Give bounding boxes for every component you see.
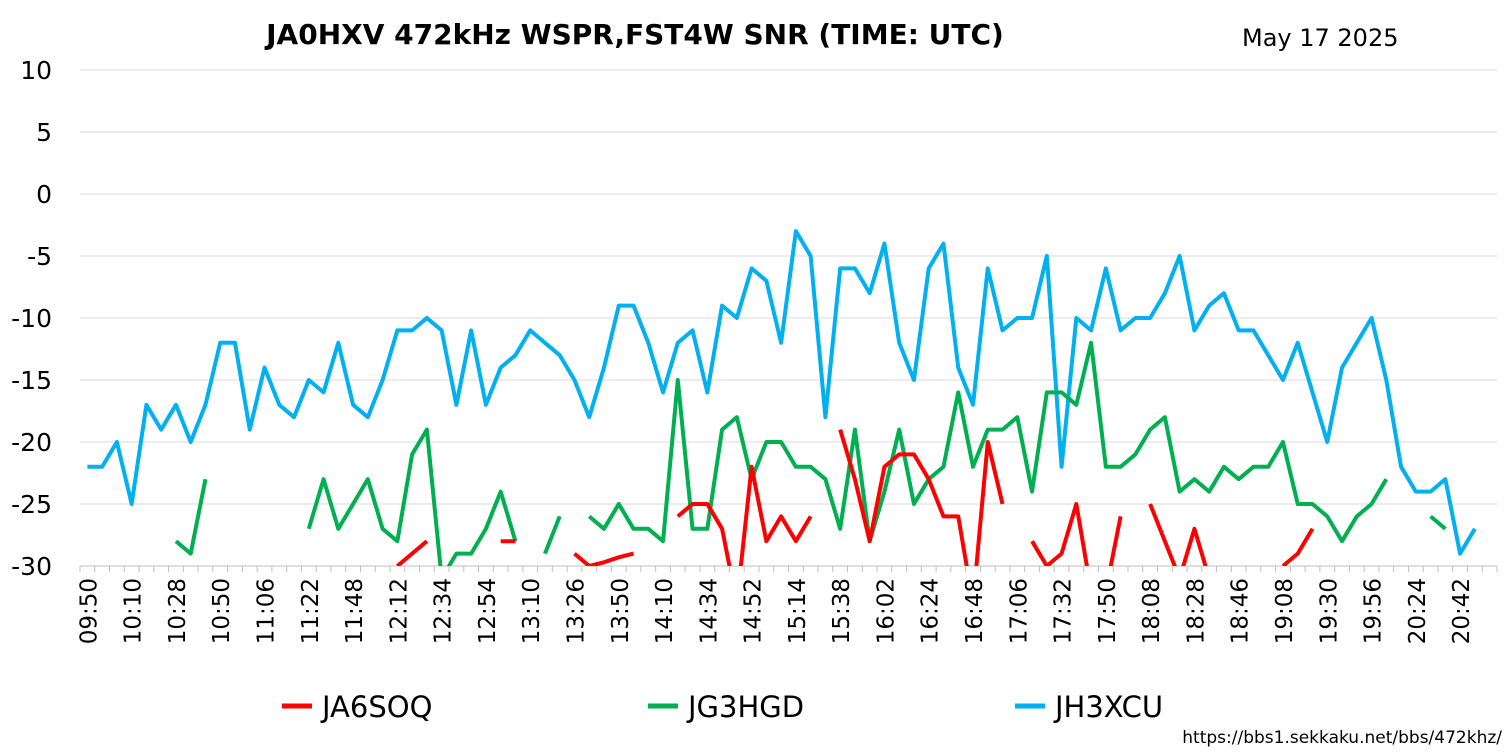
x-tick-label: 20:24 xyxy=(1405,578,1431,644)
x-tick-label: 16:24 xyxy=(918,578,944,644)
y-tick-label: -10 xyxy=(11,304,52,333)
source-url[interactable]: https://bbs1.sekkaku.net/bbs/472khz/ xyxy=(1182,728,1502,748)
x-tick-label: 17:32 xyxy=(1051,578,1077,644)
y-tick-label: -30 xyxy=(11,552,52,581)
x-tick-label: 11:06 xyxy=(254,578,280,644)
x-tick-label: 19:56 xyxy=(1361,578,1387,644)
x-tick-label: 14:34 xyxy=(696,578,722,644)
chart-date: May 17 2025 xyxy=(1242,24,1399,52)
y-tick-label: -15 xyxy=(11,366,52,395)
y-tick-label: 0 xyxy=(36,180,52,209)
x-tick-label: 12:12 xyxy=(386,578,412,644)
series-line-jg3hgd xyxy=(174,340,1447,566)
x-tick-label: 10:28 xyxy=(165,578,191,644)
x-tick-label: 12:54 xyxy=(475,578,501,644)
x-tick-label: 20:42 xyxy=(1449,578,1475,644)
x-tick-label: 13:10 xyxy=(519,578,545,644)
x-tick-label: 15:38 xyxy=(829,578,855,644)
x-tick-label: 13:50 xyxy=(608,578,634,644)
series-group xyxy=(87,229,1477,566)
x-tick-label: 15:14 xyxy=(785,578,811,644)
legend-label-jh3xcu: JH3XCU xyxy=(1053,690,1163,724)
y-tick-label: -25 xyxy=(11,490,52,519)
legend-label-jg3hgd: JG3HGD xyxy=(686,690,804,724)
x-tick-label: 18:46 xyxy=(1228,578,1254,644)
x-tick-label: 11:48 xyxy=(342,578,368,644)
x-tick-label: 12:34 xyxy=(431,578,457,644)
x-tick-label: 17:50 xyxy=(1095,578,1121,644)
x-tick-label: 17:06 xyxy=(1006,578,1032,644)
legend-label-ja6soq: JA6SOQ xyxy=(320,690,432,724)
x-tick-label: 19:30 xyxy=(1316,578,1342,644)
series-line-jh3xcu xyxy=(87,229,1477,556)
x-tick-label: 16:48 xyxy=(962,578,988,644)
x-tick-label: 18:28 xyxy=(1183,578,1209,644)
x-tick-label: 10:10 xyxy=(121,578,147,644)
x-tick-label: 09:50 xyxy=(76,578,102,644)
y-tick-label: 10 xyxy=(20,56,52,85)
y-tick-label: 5 xyxy=(36,118,52,147)
x-tick-label: 19:08 xyxy=(1272,578,1298,644)
x-tick-label: 14:10 xyxy=(652,578,678,644)
x-tick-label: 16:02 xyxy=(873,578,899,644)
y-tick-label: -20 xyxy=(11,428,52,457)
chart-title: JA0HXV 472kHz WSPR,FST4W SNR (TIME: UTC) xyxy=(266,18,1004,51)
y-tick-label: -5 xyxy=(27,242,52,271)
x-tick-label: 18:08 xyxy=(1139,578,1165,644)
x-tick-label: 10:50 xyxy=(209,578,235,644)
x-tick-label: 13:26 xyxy=(563,578,589,644)
series-line-ja6soq xyxy=(396,429,1315,566)
x-tick-label: 11:22 xyxy=(298,578,324,644)
x-tick-label: 14:52 xyxy=(741,578,767,644)
